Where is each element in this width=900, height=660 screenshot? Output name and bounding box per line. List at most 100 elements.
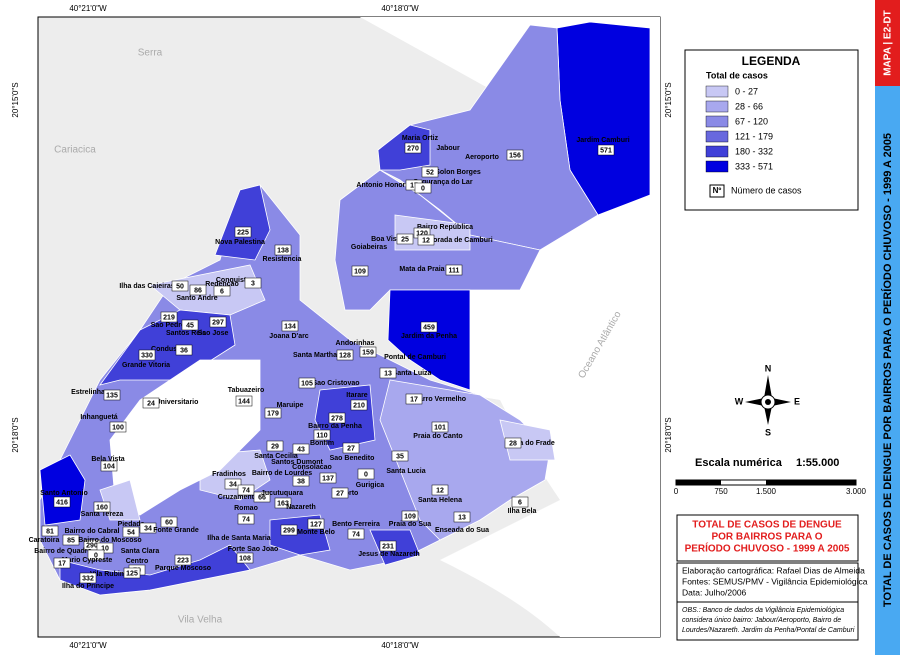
district-name: Grande Vitoria xyxy=(122,362,170,369)
case-box xyxy=(224,478,242,490)
case-box xyxy=(280,524,298,536)
district-name: Solon Borges xyxy=(435,169,481,176)
coord-label: 20°18'0"S xyxy=(664,417,673,452)
case-box xyxy=(414,182,432,194)
case-count: 0 xyxy=(364,471,368,478)
legend-label: 180 - 332 xyxy=(735,146,773,156)
case-box xyxy=(160,311,178,323)
case-count: 13 xyxy=(384,370,392,377)
district-name: Bairro de Lourdes xyxy=(252,470,312,477)
case-count: 45 xyxy=(186,322,194,329)
case-box xyxy=(234,226,252,238)
legend-swatch xyxy=(705,100,729,113)
case-count: 125 xyxy=(126,570,138,577)
case-count: 34 xyxy=(229,481,237,488)
side-code-bar xyxy=(875,0,900,86)
case-box xyxy=(281,320,299,332)
case-count: 138 xyxy=(277,247,289,254)
case-box xyxy=(213,285,231,297)
district-name: Ilha Bela xyxy=(508,508,537,515)
district-name: Santo Antonio xyxy=(40,490,88,497)
case-count: 105 xyxy=(301,380,313,387)
case-count: 52 xyxy=(426,169,434,176)
district-name: Sao Pedro xyxy=(151,322,186,329)
scale-label: 0 xyxy=(674,487,679,496)
compass-label: S xyxy=(765,427,771,437)
case-count: 17 xyxy=(410,182,418,189)
case-count: 6 xyxy=(220,288,224,295)
district-name: Pontal de Camburi xyxy=(384,354,446,361)
district-name: Bairro da Penha xyxy=(308,423,362,430)
case-count: 28 xyxy=(509,440,517,447)
case-box xyxy=(62,534,80,546)
case-box xyxy=(171,280,189,292)
district-name: Consolacao xyxy=(292,464,332,471)
case-count: 108 xyxy=(239,555,251,562)
case-count: 86 xyxy=(194,287,202,294)
district-name: Bela Vista xyxy=(91,456,124,463)
district-name: Sao Jose xyxy=(198,330,229,337)
title-line: PERÍODO CHUVOSO - 1999 A 2005 xyxy=(685,542,850,555)
district-name: Nova Palestina xyxy=(215,239,265,246)
district-name: Centro xyxy=(126,558,149,565)
case-box xyxy=(253,491,271,503)
case-box xyxy=(292,475,310,487)
case-count: 219 xyxy=(163,314,175,321)
district-name: Santa Luiza xyxy=(393,370,432,377)
district-name: Maria Ortiz xyxy=(402,135,439,142)
district-name: Maruipe xyxy=(277,402,304,409)
case-count: 290 xyxy=(86,542,98,549)
case-box xyxy=(122,526,140,538)
case-box xyxy=(235,395,253,407)
scale-title: Escala numérica xyxy=(695,457,783,469)
case-count: 231 xyxy=(382,543,394,550)
district-name: Bairro do Cabral xyxy=(65,528,120,535)
districts xyxy=(39,21,651,596)
case-count: 81 xyxy=(46,528,54,535)
district-name: Barro Vermelho xyxy=(414,396,466,403)
case-box xyxy=(506,149,524,161)
case-box xyxy=(109,421,127,433)
legend-swatch xyxy=(705,160,729,173)
case-count: 66 xyxy=(258,494,266,501)
case-box xyxy=(313,429,331,441)
case-count: 135 xyxy=(106,392,118,399)
case-count: 210 xyxy=(353,402,365,409)
district-name: Ilha de Santa Maria xyxy=(207,535,271,542)
credits: Elaboração cartográfica: Rafael Dias de … xyxy=(682,565,868,597)
district-name: Mario Cypreste xyxy=(62,557,113,564)
district-name: Bento Ferreira xyxy=(332,521,380,528)
district-name: Praia do Sua xyxy=(389,521,432,528)
district-name: Jardim Camburi xyxy=(576,137,629,144)
district-name: Redencao xyxy=(205,281,238,288)
coord-label: 40°18'0"W xyxy=(381,4,419,13)
case-box xyxy=(347,528,365,540)
legend-subtitle: Total de casos xyxy=(706,70,768,80)
case-count: 74 xyxy=(242,516,250,523)
case-count: 43 xyxy=(297,446,305,453)
case-box xyxy=(139,522,157,534)
district-name: Jabour xyxy=(436,145,460,152)
case-count: 35 xyxy=(396,453,404,460)
district-name: Mata da Praia xyxy=(399,266,444,273)
case-box xyxy=(504,437,522,449)
district-name: Santa Helena xyxy=(418,497,462,504)
case-count: 225 xyxy=(237,229,249,236)
case-box xyxy=(445,264,463,276)
case-box xyxy=(292,443,310,455)
side-title-bar xyxy=(875,86,900,655)
district-name: Cruzamento xyxy=(218,494,258,501)
case-count: 297 xyxy=(212,319,224,326)
district-name: Andorinhas xyxy=(336,340,375,347)
scale-label: 750 xyxy=(714,487,728,496)
district-name: Estrelinha xyxy=(71,389,105,396)
case-count: 110 xyxy=(316,432,327,439)
district-name: Praia do Canto xyxy=(413,433,462,440)
case-box xyxy=(453,511,471,523)
district-name: Nazareth xyxy=(286,504,316,511)
district-name: Ilha do Frade xyxy=(511,440,555,447)
case-box xyxy=(342,442,360,454)
case-box xyxy=(319,472,337,484)
district-name: Santa Tereza xyxy=(81,511,124,518)
